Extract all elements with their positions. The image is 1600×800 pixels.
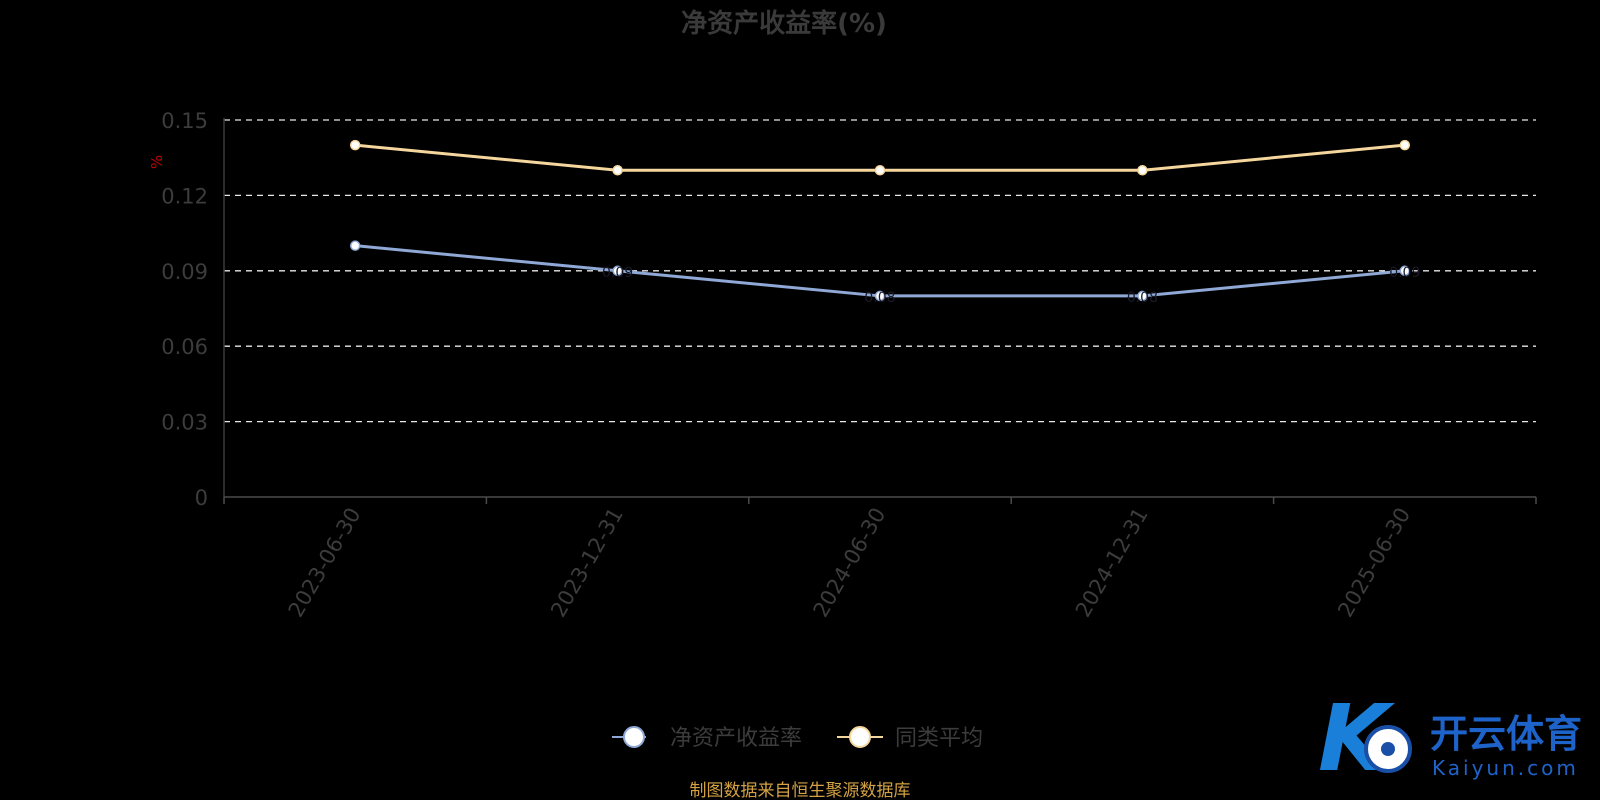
data-label: 0.09 (602, 265, 633, 281)
chart-title: 净资产收益率(%) (681, 8, 887, 39)
x-tick-label: 2023-06-30 (284, 504, 366, 622)
watermark-logo: K 开云体育 Kaiyun.com (1318, 685, 1582, 792)
legend[interactable]: 净资产收益率 同类平均 (612, 726, 983, 751)
data-point[interactable] (1399, 265, 1411, 277)
x-axis-ticks: 2023-06-30 2023-12-31 2024-06-30 2024-12-31… (284, 504, 1415, 622)
legend-marker-roe (623, 726, 645, 748)
legend-label-roe: 净资产收益率 (670, 726, 802, 751)
logo-text-cn: 开云体育 (1430, 712, 1582, 756)
y-tick-label: 0.15 (161, 109, 208, 133)
data-point[interactable] (1137, 165, 1148, 176)
data-point[interactable] (349, 139, 361, 151)
legend-item-peer-average[interactable]: 同类平均 (837, 726, 983, 751)
logo-text-en: Kaiyun.com (1432, 756, 1579, 780)
y-tick-label: 0.12 (161, 184, 208, 208)
x-tick-label: 2025-06-30 (1333, 504, 1415, 622)
data-point[interactable] (1137, 290, 1148, 302)
data-label: 0.09 (1389, 265, 1420, 281)
data-point[interactable] (1399, 139, 1411, 151)
data-label: 0.08 (1127, 290, 1158, 306)
y-axis-unit: % (148, 155, 166, 169)
data-point[interactable] (612, 265, 623, 277)
legend-item-roe[interactable]: 净资产收益率 (612, 726, 802, 751)
series-group: 0.09 0.08 0.08 0.09 (349, 139, 1420, 306)
data-label: 0.08 (864, 290, 895, 306)
y-tick-label: 0.09 (161, 260, 208, 284)
y-tick-label: 0.06 (161, 335, 208, 359)
legend-label-peer-average: 同类平均 (895, 726, 983, 751)
x-tick-label: 2024-06-30 (809, 504, 891, 622)
y-axis-ticks: 0 0.03 0.06 0.09 0.12 0.15 (161, 109, 208, 510)
y-tick-label: 0 (195, 486, 208, 510)
y-tick-label: 0.03 (161, 411, 208, 435)
data-point[interactable] (874, 165, 886, 176)
source-note: 制图数据来自恒生聚源数据库 (690, 781, 911, 800)
data-point[interactable] (612, 165, 623, 176)
x-tick-label: 2023-12-31 (546, 504, 628, 622)
data-point[interactable] (874, 290, 886, 302)
series-1 (349, 139, 1411, 176)
series-0: 0.09 0.08 0.08 0.09 (349, 240, 1420, 306)
legend-marker-peer-average (849, 726, 871, 748)
axes (223, 118, 1537, 504)
data-point[interactable] (349, 240, 361, 251)
grid-lines (224, 119, 1536, 423)
x-tick-label: 2024-12-31 (1071, 504, 1153, 622)
